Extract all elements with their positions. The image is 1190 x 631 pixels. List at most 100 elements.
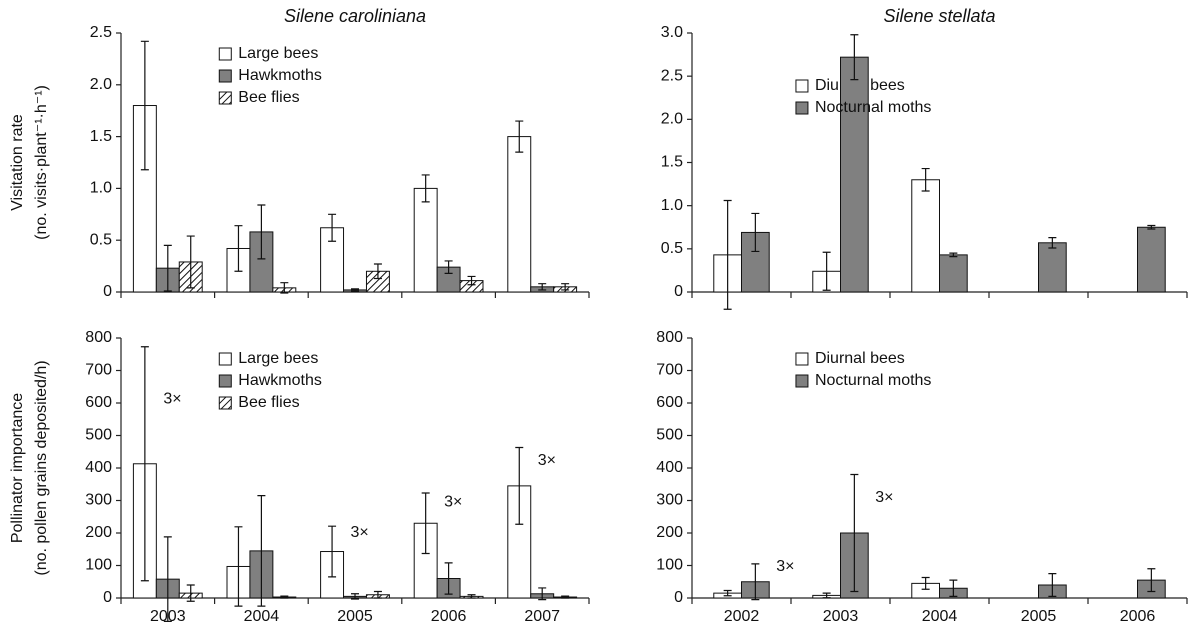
error-bar xyxy=(921,167,930,192)
y-tick-label: 0 xyxy=(103,283,112,300)
error-bar xyxy=(163,244,172,292)
legend-swatch xyxy=(795,79,809,93)
error-bar xyxy=(1147,568,1156,593)
error-bar xyxy=(723,199,732,310)
x-tick-label: 2004 xyxy=(922,608,958,625)
y-tick-label: 300 xyxy=(85,492,112,509)
error-bar xyxy=(1147,224,1156,230)
y-tick-label: 300 xyxy=(656,492,683,509)
y-tick-label: 0.5 xyxy=(661,240,683,257)
error-bar xyxy=(421,492,430,555)
y-tick-label: 800 xyxy=(656,329,683,346)
error-bar xyxy=(822,592,831,599)
y-tick-label: 500 xyxy=(656,427,683,444)
bar xyxy=(507,136,532,293)
y-tick-label: 0.5 xyxy=(90,231,112,248)
x-tick-label: 2003 xyxy=(823,608,859,625)
legend-label: Bee flies xyxy=(238,89,299,106)
legend-swatch xyxy=(218,396,232,410)
y-tick-label: 2.0 xyxy=(661,111,683,128)
legend-label: Large bees xyxy=(238,350,318,367)
error-bar xyxy=(351,288,359,292)
y-tick-label: 1.5 xyxy=(90,128,112,145)
error-bar xyxy=(186,235,195,289)
legend-swatch xyxy=(218,47,232,61)
error-bar xyxy=(850,34,859,81)
annotation: 3× xyxy=(444,493,462,510)
y-axis-label: (no. visits·plant⁻¹·h⁻¹) xyxy=(33,85,50,240)
y-tick-label: 200 xyxy=(656,524,683,541)
error-bar xyxy=(751,563,760,601)
error-bar xyxy=(1048,573,1057,597)
y-tick-label: 3.0 xyxy=(661,24,683,41)
x-tick-label: 2007 xyxy=(524,608,560,625)
error-bar xyxy=(328,213,337,242)
y-tick-label: 500 xyxy=(85,427,112,444)
error-bar xyxy=(444,260,453,274)
bar xyxy=(840,56,869,293)
error-bar xyxy=(140,40,149,171)
error-bar xyxy=(949,252,958,258)
error-bar xyxy=(257,495,266,607)
error-bar xyxy=(921,576,930,590)
bar xyxy=(911,179,941,293)
legend-label: Large bees xyxy=(238,45,318,62)
legend-swatch xyxy=(795,101,809,115)
error-bar xyxy=(328,525,337,578)
annotation: 3× xyxy=(875,489,893,506)
chart-title: Silene caroliniana xyxy=(284,6,426,26)
y-tick-label: 600 xyxy=(656,394,683,411)
error-bar xyxy=(140,346,149,582)
chart-title: Silene stellata xyxy=(883,6,995,26)
bar xyxy=(1038,242,1067,293)
y-tick-label: 2.0 xyxy=(90,76,112,93)
y-tick-label: 1.0 xyxy=(90,180,112,197)
error-bar xyxy=(561,595,570,599)
y-tick-label: 700 xyxy=(656,362,683,379)
legend-label: Hawkmoths xyxy=(238,372,322,389)
legend-swatch xyxy=(218,374,232,388)
annotation: 3× xyxy=(538,452,556,469)
error-bar xyxy=(723,589,732,597)
annotation: 3× xyxy=(351,524,369,541)
error-bar xyxy=(186,584,195,602)
error-bar xyxy=(234,225,243,272)
y-tick-label: 2.5 xyxy=(661,67,683,84)
error-bar xyxy=(421,174,430,203)
y-tick-label: 0 xyxy=(674,283,683,300)
error-bar xyxy=(515,446,524,525)
error-bar xyxy=(373,263,382,280)
annotation: 3× xyxy=(776,558,794,575)
error-bar xyxy=(280,282,289,294)
x-tick-label: 2006 xyxy=(1120,608,1156,625)
y-tick-label: 2.5 xyxy=(90,24,112,41)
y-tick-label: 100 xyxy=(656,557,683,574)
legend-label: Hawkmoths xyxy=(238,67,322,84)
error-bar xyxy=(444,562,453,595)
y-tick-label: 1.5 xyxy=(661,154,683,171)
y-tick-label: 800 xyxy=(85,329,112,346)
annotation: 3× xyxy=(163,390,181,407)
bar xyxy=(413,187,438,293)
y-axis-label: Pollinator importance xyxy=(9,393,26,543)
legend-swatch xyxy=(218,91,232,105)
y-axis-label: Visitation rate xyxy=(9,114,26,211)
bar xyxy=(939,254,968,293)
x-tick-label: 2006 xyxy=(431,608,467,625)
error-bar xyxy=(163,536,172,622)
x-tick-label: 2005 xyxy=(337,608,373,625)
legend-swatch xyxy=(218,352,232,366)
legend-label: Bee flies xyxy=(238,394,299,411)
x-tick-label: 2005 xyxy=(1021,608,1057,625)
legend-swatch xyxy=(795,374,809,388)
y-axis-label: (no. pollen grains deposited/h) xyxy=(33,360,50,575)
legend-label: Nocturnal moths xyxy=(815,372,932,389)
error-bar xyxy=(467,594,476,599)
error-bar xyxy=(751,212,760,253)
x-tick-label: 2002 xyxy=(724,608,760,625)
error-bar xyxy=(280,595,289,599)
legend-swatch xyxy=(795,352,809,366)
error-bar xyxy=(538,283,547,291)
